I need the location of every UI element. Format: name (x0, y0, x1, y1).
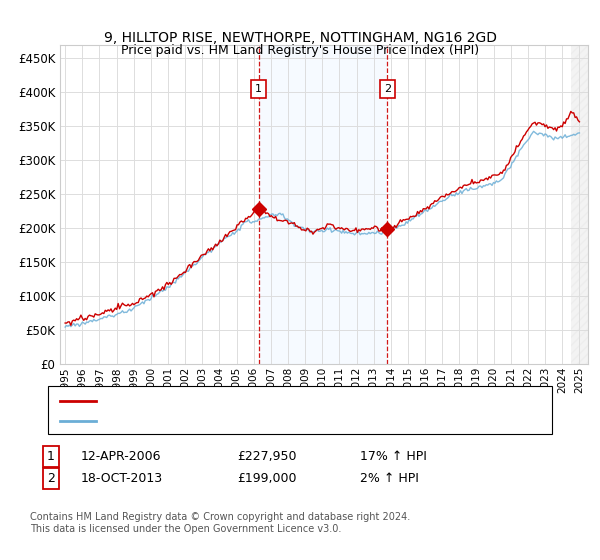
Text: £227,950: £227,950 (237, 450, 296, 463)
Text: 1: 1 (47, 450, 55, 463)
Bar (571, 45, 588, 364)
Text: 18-OCT-2013: 18-OCT-2013 (81, 472, 163, 486)
Text: Price paid vs. HM Land Registry's House Price Index (HPI): Price paid vs. HM Land Registry's House … (121, 44, 479, 57)
Text: 9, HILLTOP RISE, NEWTHORPE, NOTTINGHAM, NG16 2GD (detached house): 9, HILLTOP RISE, NEWTHORPE, NOTTINGHAM, … (105, 396, 514, 405)
Text: 2: 2 (47, 472, 55, 486)
Text: 2: 2 (384, 84, 391, 94)
Text: 12-APR-2006: 12-APR-2006 (81, 450, 161, 463)
Text: HPI: Average price, detached house, Broxtowe: HPI: Average price, detached house, Brox… (105, 416, 359, 426)
Text: Contains HM Land Registry data © Crown copyright and database right 2024.
This d: Contains HM Land Registry data © Crown c… (30, 512, 410, 534)
Text: 9, HILLTOP RISE, NEWTHORPE, NOTTINGHAM, NG16 2GD: 9, HILLTOP RISE, NEWTHORPE, NOTTINGHAM, … (104, 31, 497, 45)
Text: 1: 1 (255, 84, 262, 94)
Text: £199,000: £199,000 (237, 472, 296, 486)
Bar (259, 45, 388, 364)
Text: 2% ↑ HPI: 2% ↑ HPI (360, 472, 419, 486)
Text: 17% ↑ HPI: 17% ↑ HPI (360, 450, 427, 463)
